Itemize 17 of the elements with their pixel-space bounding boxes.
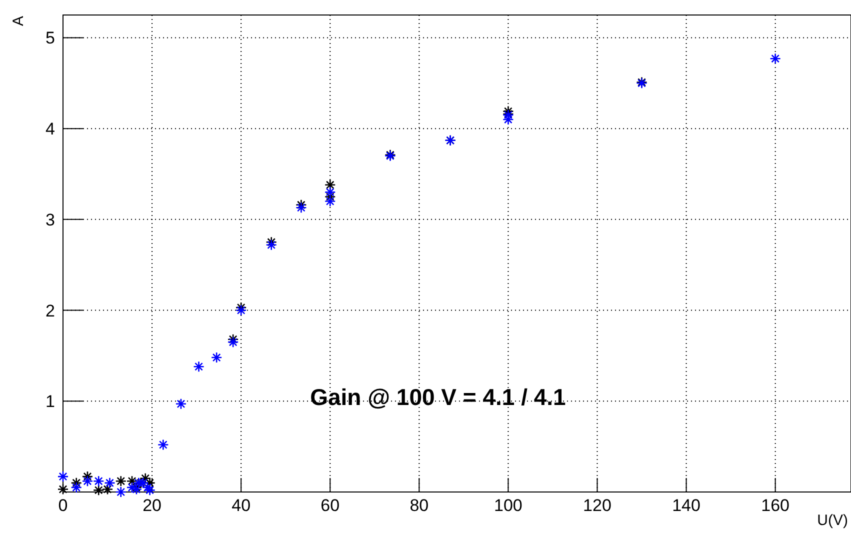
y-tick-label: 4 [46, 120, 55, 139]
x-tick-label: 160 [761, 496, 790, 515]
x-tick-label: 120 [583, 496, 612, 515]
x-tick-label: 40 [232, 496, 251, 515]
x-tick-label: 0 [58, 496, 68, 515]
y-axis-title: A [10, 16, 27, 26]
y-tick-label: 5 [46, 28, 55, 48]
x-tick-label: 20 [142, 496, 162, 515]
x-tick-label: 140 [672, 496, 700, 515]
y-tick-label: 3 [46, 210, 55, 230]
y-tick-label: 2 [46, 301, 55, 320]
x-tick-label: 80 [410, 496, 429, 515]
x-tick-label: 60 [320, 496, 340, 515]
y-tick-label: 1 [46, 392, 55, 412]
x-tick-label: 100 [494, 496, 522, 515]
annotation: Gain @ 100 V = 4.1 / 4.1 [310, 384, 566, 410]
x-axis-title: U(V) [817, 512, 848, 529]
